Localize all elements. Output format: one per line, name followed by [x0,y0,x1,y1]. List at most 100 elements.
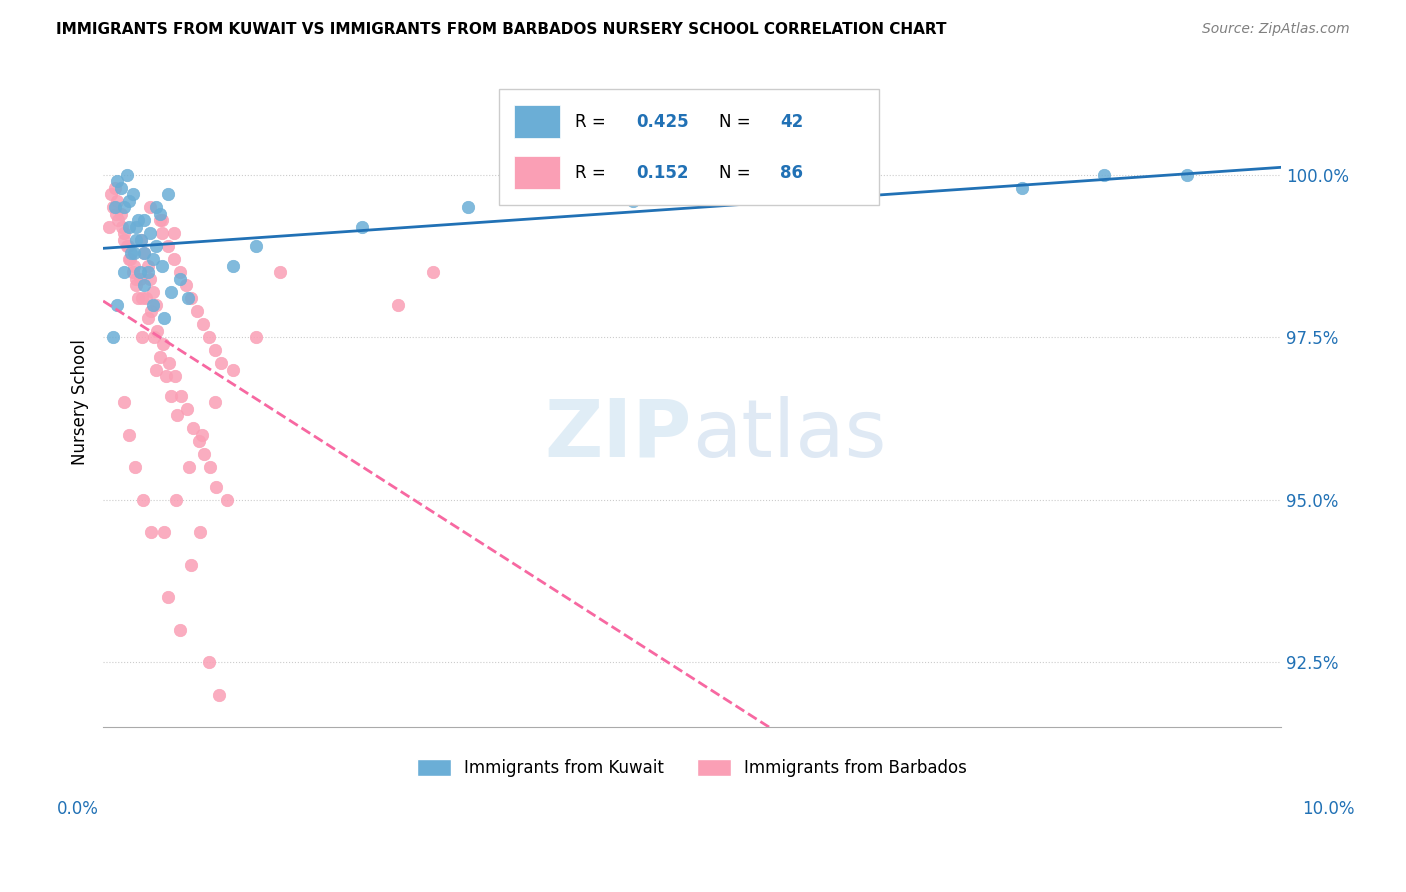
Point [132,492,155,507]
Point [125,233,148,247]
Point [136,259,159,273]
Point [115,168,138,182]
Text: 0.152: 0.152 [636,164,689,182]
Point [112,227,135,241]
Point [139,227,162,241]
Text: ZIP: ZIP [544,396,692,474]
Point [1092,168,1115,182]
Point [180,292,202,306]
Point [221,259,243,273]
Point [125,272,148,286]
Point [118,194,141,208]
Point [150,259,173,273]
Point [200,460,222,475]
Point [191,428,214,442]
Point [156,239,179,253]
Text: R =: R = [575,112,612,130]
Text: N =: N = [720,112,756,130]
Point [146,324,169,338]
Text: 0.0%: 0.0% [56,799,98,817]
Point [141,525,163,540]
Point [142,252,165,267]
Text: 86: 86 [780,164,803,182]
Point [110,207,132,221]
Point [134,246,156,260]
Point [125,219,148,234]
FancyBboxPatch shape [499,89,879,205]
Point [163,227,186,241]
FancyBboxPatch shape [515,156,560,189]
Point [156,187,179,202]
Y-axis label: Nursery School: Nursery School [72,340,89,466]
Point [621,194,644,208]
Point [204,343,226,358]
Point [112,265,135,279]
Point [107,213,129,227]
Text: atlas: atlas [692,396,886,474]
Point [136,265,159,279]
Point [145,298,167,312]
Point [129,233,152,247]
Point [100,187,122,202]
Point [198,656,221,670]
Point [127,292,149,306]
Point [104,201,127,215]
Text: 0.425: 0.425 [636,112,689,130]
Point [142,298,165,312]
Text: N =: N = [720,164,756,182]
Point [207,688,229,702]
Point [204,395,226,409]
Point [110,181,132,195]
Point [188,525,211,540]
Point [352,219,374,234]
Point [129,233,152,247]
Point [115,239,138,253]
Point [149,207,172,221]
Point [149,213,172,227]
Point [163,369,186,384]
Point [122,246,145,260]
Point [122,259,145,273]
Point [128,272,150,286]
Point [98,219,121,234]
Point [150,227,173,241]
Point [101,201,124,215]
Point [131,292,153,306]
Point [120,252,142,267]
Point [186,304,208,318]
Point [174,278,197,293]
Point [457,201,479,215]
Point [117,239,139,253]
Point [169,623,191,637]
Text: 10.0%: 10.0% [1302,799,1355,817]
Point [181,421,204,435]
Point [180,558,202,572]
Point [176,401,198,416]
Point [142,330,165,344]
Point [1175,168,1198,182]
Point [105,174,128,188]
Legend: Immigrants from Kuwait, Immigrants from Barbados: Immigrants from Kuwait, Immigrants from … [411,753,973,784]
Text: R =: R = [575,164,612,182]
Point [139,272,162,286]
Point [387,298,409,312]
Point [269,265,291,279]
Point [198,330,221,344]
Point [112,395,135,409]
Point [120,246,142,260]
Point [101,330,124,344]
Point [105,194,128,208]
Point [111,219,134,234]
Point [245,239,267,253]
Text: IMMIGRANTS FROM KUWAIT VS IMMIGRANTS FROM BARBADOS NURSERY SCHOOL CORRELATION CH: IMMIGRANTS FROM KUWAIT VS IMMIGRANTS FRO… [56,22,946,37]
Point [104,181,127,195]
Point [169,265,191,279]
Point [422,265,444,279]
Point [118,219,141,234]
Point [139,201,162,215]
Text: Source: ZipAtlas.com: Source: ZipAtlas.com [1202,22,1350,37]
FancyBboxPatch shape [515,105,560,138]
Point [134,278,156,293]
Point [170,389,193,403]
Point [136,310,159,325]
